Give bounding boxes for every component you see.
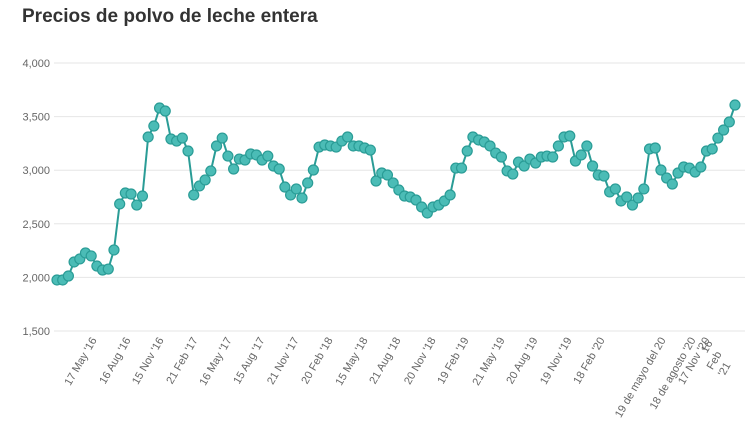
y-tick-label: 3,000 xyxy=(22,165,50,177)
x-tick-label: 20 Feb '18 xyxy=(299,336,335,387)
x-tick-label: 17 May '16 xyxy=(62,336,99,388)
y-tick-label: 4,000 xyxy=(22,58,50,70)
data-point-marker[interactable] xyxy=(718,124,730,136)
data-point-marker[interactable] xyxy=(142,131,154,143)
data-point-marker[interactable] xyxy=(444,189,456,201)
data-point-marker[interactable] xyxy=(188,189,200,201)
data-point-marker[interactable] xyxy=(370,175,382,187)
data-point-marker[interactable] xyxy=(296,192,308,204)
data-point-marker[interactable] xyxy=(564,130,576,142)
data-point-marker[interactable] xyxy=(279,181,291,193)
data-point-marker[interactable] xyxy=(364,144,376,156)
data-point-marker[interactable] xyxy=(131,199,143,211)
data-point-marker[interactable] xyxy=(461,145,473,157)
data-point-marker[interactable] xyxy=(102,263,114,275)
x-tick-label: 18 Feb '20 xyxy=(571,336,607,387)
data-point-marker[interactable] xyxy=(341,131,354,143)
x-tick-label: 19 Feb '19 xyxy=(435,336,471,387)
data-point-marker[interactable] xyxy=(575,149,587,161)
y-axis-labels: 4,000 3,500 3,000 2,500 2,000 1,500 xyxy=(22,58,50,338)
x-tick-label: 15 Aug '17 xyxy=(231,336,267,387)
data-point-marker[interactable] xyxy=(290,183,302,195)
x-tick-label: 15 Nov '16 xyxy=(130,336,167,387)
x-tick-label: 20 Nov '18 xyxy=(402,336,439,387)
data-point-marker[interactable] xyxy=(148,120,160,132)
x-tick-label: 16 xyxy=(699,339,716,356)
data-point-marker[interactable] xyxy=(307,164,319,176)
data-point-marker[interactable] xyxy=(552,140,564,152)
data-point-marker[interactable] xyxy=(205,165,217,177)
data-point-marker[interactable] xyxy=(222,150,234,162)
x-tick-label: 21 Aug '18 xyxy=(367,336,403,387)
data-point-marker[interactable] xyxy=(547,151,559,163)
data-point-marker[interactable] xyxy=(621,191,633,203)
data-point-marker[interactable] xyxy=(495,151,508,163)
data-point-marker[interactable] xyxy=(302,177,314,189)
y-tick-label: 3,500 xyxy=(22,112,50,124)
data-point-marker[interactable] xyxy=(114,198,126,210)
data-point-marker[interactable] xyxy=(695,161,707,173)
data-point-marker[interactable] xyxy=(586,160,599,172)
data-point-marker[interactable] xyxy=(108,244,120,256)
data-point-marker[interactable] xyxy=(62,270,74,282)
data-point-marker[interactable] xyxy=(638,183,650,195)
x-tick-label: 20 Aug '19 xyxy=(504,336,540,387)
data-point-marker[interactable] xyxy=(598,170,610,182)
x-tick-label: 19 Nov '19 xyxy=(538,336,575,387)
data-point-marker[interactable] xyxy=(273,163,285,175)
data-point-marker[interactable] xyxy=(655,164,667,176)
x-tick-label: 21 Nov '17 xyxy=(265,336,302,387)
data-point-marker[interactable] xyxy=(507,168,519,180)
data-point-marker[interactable] xyxy=(182,145,194,157)
x-tick-label: 21 Feb '17 xyxy=(164,336,200,387)
gridlines xyxy=(54,62,745,332)
data-point-marker[interactable] xyxy=(176,132,188,144)
chart-title: Precios de polvo de leche entera xyxy=(22,6,318,27)
x-tick-label: 16 Aug '16 xyxy=(97,336,133,387)
data-point-marker[interactable] xyxy=(210,140,223,152)
data-point-marker[interactable] xyxy=(712,132,724,144)
data-point-marker[interactable] xyxy=(666,178,678,190)
y-tick-label: 2,500 xyxy=(22,219,50,231)
y-tick-label: 2,000 xyxy=(22,272,50,284)
data-point-marker[interactable] xyxy=(159,105,171,117)
data-point-marker[interactable] xyxy=(228,163,240,175)
data-point-marker[interactable] xyxy=(581,140,593,152)
x-tick-label: 21 May '19 xyxy=(470,336,507,388)
data-point-marker[interactable] xyxy=(136,190,149,202)
data-point-marker[interactable] xyxy=(706,143,718,155)
data-point-marker[interactable] xyxy=(216,132,228,144)
x-tick-label: 15 May '18 xyxy=(333,336,370,388)
data-point-marker[interactable] xyxy=(125,188,137,200)
data-point-marker[interactable] xyxy=(262,150,274,162)
data-point-marker[interactable] xyxy=(85,250,97,262)
data-point-marker[interactable] xyxy=(199,174,211,186)
data-point-marker[interactable] xyxy=(723,116,735,128)
data-point-marker[interactable] xyxy=(632,192,644,204)
price-series xyxy=(51,99,741,286)
x-tick-label: 16 May '17 xyxy=(197,336,234,388)
data-point-marker[interactable] xyxy=(729,99,741,111)
data-point-marker[interactable] xyxy=(649,142,661,154)
data-point-marker[interactable] xyxy=(381,169,394,181)
y-tick-label: 1,500 xyxy=(22,326,50,338)
data-point-marker[interactable] xyxy=(609,183,621,195)
data-point-marker[interactable] xyxy=(455,162,468,174)
